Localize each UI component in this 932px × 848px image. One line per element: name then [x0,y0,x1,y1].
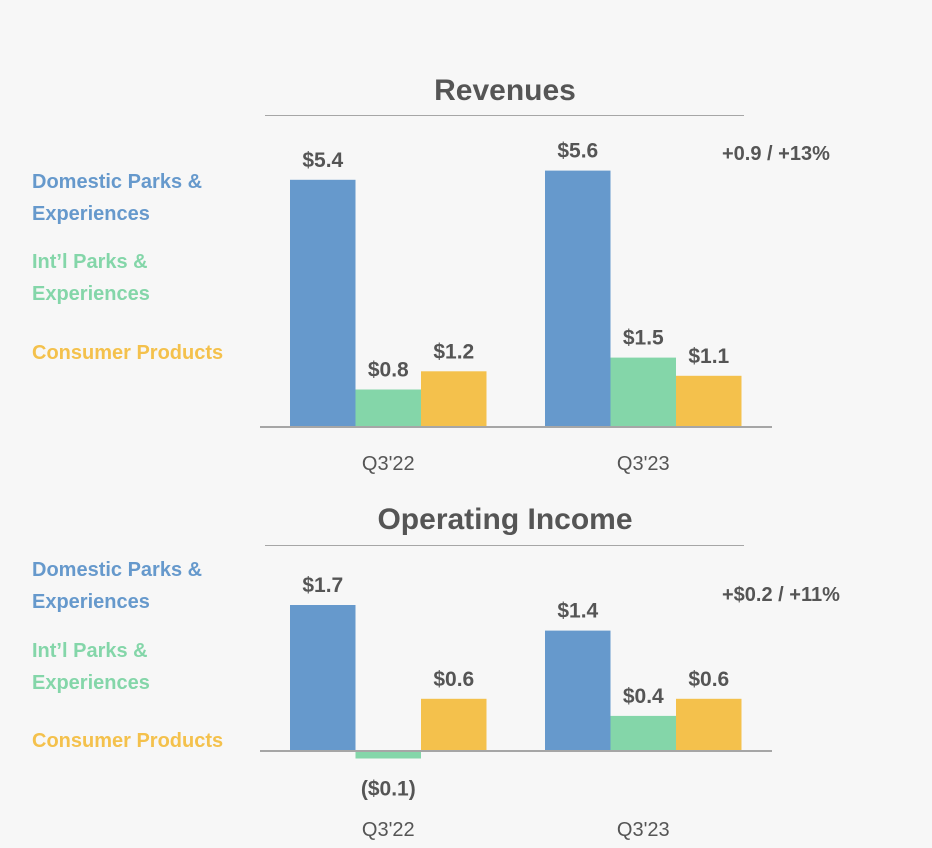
operating-income-title-rule [265,545,744,546]
operating-income-data-label-consumer-1: $0.6 [688,668,729,691]
operating-income-bar-consumer-0 [421,698,487,750]
legend-line: Experiences [32,203,150,225]
operating-income-bar-domestic-1 [545,630,611,750]
revenues-data-label-domestic-1: $5.6 [557,140,598,163]
legend-line: Domestic Parks & [32,559,203,581]
revenues-change-annotation: +0.9 / +13% [722,143,830,165]
operating-income-title: Operating Income [377,503,633,536]
revenues-chart: $5.4 $5.6 $0.8 $1.5 $1.2 $1.1 Q3'22 Q3'23 [260,140,772,475]
revenues-category-label-1: Q3'23 [617,453,670,475]
revenues-bar-intl-1 [610,357,676,426]
operating-income-bar-intl-1 [610,715,676,750]
revenues-bar-domestic-1 [545,170,611,426]
oi-legend-domestic: Domestic Parks & Experiences [32,554,202,618]
revenues-legend-intl: Int’l Parks & Experiences [32,246,150,310]
revenues-data-label-consumer-1: $1.1 [688,345,729,368]
revenues-title: Revenues [434,74,576,107]
legend-line: Experiences [32,672,150,694]
operating-income-bar-intl-0 [355,750,421,759]
operating-income-data-label-intl-1: $0.4 [623,685,664,708]
operating-income-data-label-intl-0: ($0.1) [361,778,416,801]
legend-line: Experiences [32,591,150,613]
operating-income-bar-domestic-0 [290,605,356,750]
operating-income-bar-consumer-1 [676,698,742,750]
legend-line: Consumer Products [32,342,224,364]
revenues-data-label-domestic-0: $5.4 [302,149,343,172]
revenues-legend-consumer: Consumer Products [32,337,223,369]
revenues-bar-domestic-0 [290,179,356,426]
revenues-data-label-consumer-0: $1.2 [433,340,474,363]
revenues-bar-consumer-1 [676,375,742,426]
operating-income-category-label-1: Q3'23 [617,819,670,841]
revenues-bar-intl-0 [355,389,421,426]
revenues-legend-domestic: Domestic Parks & Experiences [32,166,202,230]
operating-income-data-label-domestic-1: $1.4 [557,600,598,623]
revenues-data-label-intl-0: $0.8 [368,359,409,382]
legend-line: Int’l Parks & [32,251,148,273]
operating-income-data-label-domestic-0: $1.7 [302,574,343,597]
legend-line: Consumer Products [32,730,224,752]
revenues-bar-consumer-0 [421,371,487,426]
revenues-data-label-intl-1: $1.5 [623,327,664,350]
legend-line: Domestic Parks & [32,171,203,193]
operating-income-data-label-consumer-0: $0.6 [433,668,474,691]
operating-income-chart: $1.7 $1.4 ($0.1) $0.4 $0.6 $0.6 Q3'22 Q3'23 [260,574,772,841]
revenues-title-rule [265,115,744,116]
oi-legend-consumer: Consumer Products [32,725,223,757]
oi-legend-intl: Int’l Parks & Experiences [32,635,150,699]
operating-income-change-annotation: +$0.2 / +11% [722,584,840,606]
revenues-category-label-0: Q3'22 [362,453,415,475]
operating-income-category-label-0: Q3'22 [362,819,415,841]
legend-line: Int’l Parks & [32,640,148,662]
legend-line: Experiences [32,283,150,305]
